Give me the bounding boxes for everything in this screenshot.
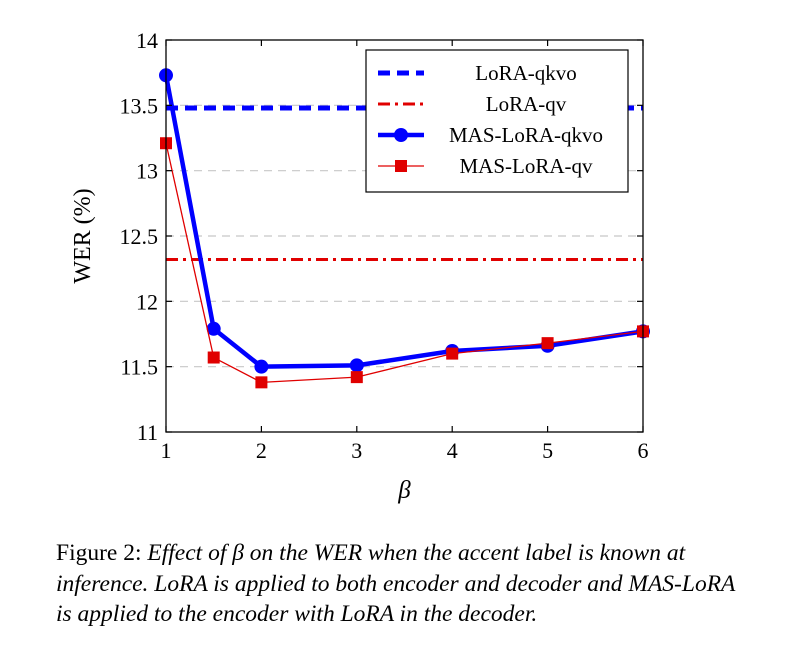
- y-tick-label: 14: [136, 28, 158, 53]
- point-mas-lora-qkvo: [206, 321, 221, 336]
- x-tick-label: 1: [161, 438, 172, 463]
- point-mas-lora-qv: [541, 337, 554, 350]
- caption-label: Figure 2:: [56, 540, 142, 566]
- legend-label-mas-lora-qv: MAS-LoRA-qv: [459, 154, 593, 178]
- point-mas-lora-qv: [446, 347, 459, 360]
- x-tick-label: 2: [256, 438, 267, 463]
- y-axis-label: WER (%): [70, 188, 96, 283]
- point-mas-lora-qkvo: [254, 359, 269, 374]
- caption-text: Effect of β on the WER when the accent l…: [56, 540, 735, 627]
- y-tick-label: 12.5: [120, 224, 159, 249]
- point-mas-lora-qkvo: [349, 358, 364, 373]
- legend-marker-mas-lora-qv: [395, 160, 407, 172]
- y-tick-label: 12: [136, 289, 158, 314]
- legend-box: [365, 49, 629, 193]
- point-mas-lora-qv: [255, 376, 268, 389]
- figure-caption: Figure 2: Effect of β on the WER when th…: [56, 538, 756, 630]
- x-tick-label: 3: [351, 438, 362, 463]
- x-tick-label: 5: [542, 438, 553, 463]
- legend-label-lora-qkvo: LoRA-qkvo: [475, 61, 577, 85]
- legend-label-lora-qv: LoRA-qv: [486, 92, 567, 116]
- y-tick-label: 13.5: [120, 93, 159, 118]
- legend-label-mas-lora-qkvo: MAS-LoRA-qkvo: [449, 123, 603, 147]
- x-tick-label: 6: [638, 438, 649, 463]
- x-axis-label: β: [397, 477, 411, 504]
- x-tick-label: 4: [447, 438, 458, 463]
- legend-marker-mas-lora-qkvo: [394, 128, 408, 142]
- y-tick-label: 11.5: [120, 355, 158, 380]
- legend: LoRA-qkvo LoRA-qv MAS-LoRA-qkvo MAS-LoRA-qv: [365, 49, 629, 193]
- point-mas-lora-qv: [350, 371, 363, 384]
- y-tick-label: 13: [136, 159, 158, 184]
- point-mas-lora-qv: [207, 351, 220, 364]
- y-tick-label: 11: [137, 420, 158, 445]
